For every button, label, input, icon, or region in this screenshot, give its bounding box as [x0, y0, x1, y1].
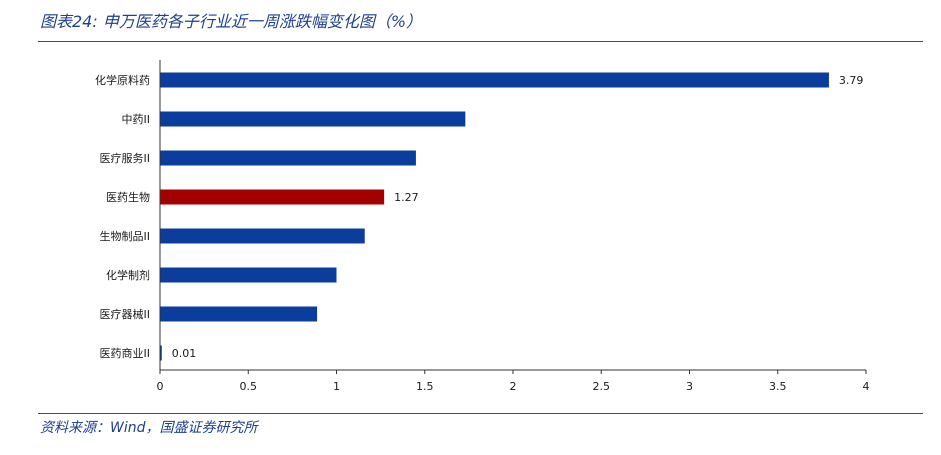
bar-0 — [160, 72, 829, 88]
data-label: 0.01 — [172, 347, 197, 360]
category-label: 医药商业II — [100, 346, 151, 360]
bars-group — [160, 72, 829, 361]
x-tick-label: 1 — [333, 380, 340, 393]
category-label: 生物制品II — [100, 229, 151, 243]
category-label: 医药生物 — [106, 190, 150, 204]
bar-6 — [160, 306, 318, 322]
bar-2 — [160, 150, 416, 166]
data-label: 1.27 — [394, 191, 419, 204]
x-tick-label: 2 — [510, 380, 517, 393]
x-axis: 0 0.5 1 1.5 2 2.5 3 3.5 4 — [157, 60, 870, 393]
x-tick-label: 3.5 — [769, 380, 787, 393]
data-label: 3.79 — [839, 74, 864, 87]
chart-title: 图表24: 申万医药各子行业近一周涨跌幅变化图（%） — [40, 12, 423, 31]
category-label: 医疗服务II — [100, 151, 151, 165]
category-label: 化学原料药 — [95, 73, 150, 87]
bar-3 — [160, 189, 385, 205]
bar-5 — [160, 267, 337, 283]
footer-rule — [38, 413, 923, 414]
category-label: 医疗器械II — [100, 307, 151, 321]
x-tick-label: 2.5 — [593, 380, 611, 393]
bar-4 — [160, 228, 365, 244]
category-label: 中药II — [122, 113, 151, 126]
x-tick-label: 4 — [863, 380, 870, 393]
header-rule — [38, 41, 923, 42]
source-note: 资料来源：Wind，国盛证券研究所 — [40, 420, 258, 436]
value-labels-group: 3.79 1.27 0.01 — [172, 74, 864, 360]
x-tick-label: 1.5 — [416, 380, 434, 393]
x-tick-label: 3 — [686, 380, 693, 393]
x-tick-label: 0 — [157, 380, 164, 393]
x-tick-label: 0.5 — [240, 380, 258, 393]
bar-1 — [160, 111, 466, 127]
bar-7 — [160, 345, 162, 361]
category-label: 化学制剂 — [106, 268, 150, 282]
